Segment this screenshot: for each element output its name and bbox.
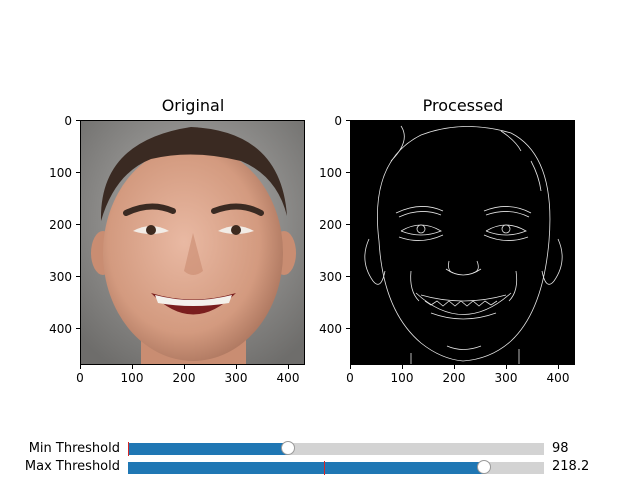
original-xtick-mark — [288, 365, 289, 369]
processed-xtick-mark — [402, 365, 403, 369]
processed-ytick-mark — [346, 120, 350, 121]
processed-xtick-label: 200 — [442, 371, 466, 385]
processed-xtick-label: 100 — [390, 371, 414, 385]
original-ytick-mark — [76, 120, 80, 121]
original-xtick-label: 200 — [172, 371, 196, 385]
original-title: Original — [161, 96, 225, 115]
original-ytick-mark — [76, 224, 80, 225]
min-threshold-handle[interactable] — [281, 441, 296, 455]
max-threshold-handle[interactable] — [476, 460, 491, 474]
processed-ytick-label: 400 — [319, 322, 342, 336]
min-threshold-slider[interactable] — [128, 441, 544, 456]
processed-xtick-mark — [454, 365, 455, 369]
processed-xtick-mark — [350, 365, 351, 369]
max-threshold-slider[interactable] — [128, 460, 544, 475]
processed-xtick-label: 0 — [346, 371, 354, 385]
processed-xtick-label: 300 — [494, 371, 518, 385]
processed-ytick-label: 0 — [334, 114, 342, 128]
original-xtick-mark — [184, 365, 185, 369]
original-xtick-label: 0 — [76, 371, 84, 385]
min-threshold-initial-marker — [128, 442, 129, 456]
original-xtick-mark — [236, 365, 237, 369]
original-ytick-mark — [76, 328, 80, 329]
original-xtick-label: 400 — [276, 371, 300, 385]
original-xtick-mark — [132, 365, 133, 369]
processed-ytick-label: 200 — [319, 218, 342, 232]
original-ytick-label: 400 — [49, 322, 72, 336]
original-face-image — [81, 121, 304, 364]
processed-ytick-mark — [346, 328, 350, 329]
processed-title: Processed — [422, 96, 504, 115]
processed-edge-image — [351, 121, 574, 364]
max-threshold-label: Max Threshold — [24, 459, 120, 474]
processed-image-axes — [350, 120, 575, 365]
processed-ytick-label: 300 — [319, 270, 342, 284]
original-ytick-label: 0 — [64, 114, 72, 128]
max-threshold-fill — [128, 462, 484, 474]
max-threshold-initial-marker — [323, 461, 325, 475]
min-threshold-label: Min Threshold — [28, 441, 120, 456]
max-threshold-value: 218.2 — [552, 459, 590, 474]
min-threshold-value: 98 — [552, 441, 569, 456]
processed-ytick-mark — [346, 172, 350, 173]
original-xtick-mark — [80, 365, 81, 369]
original-ytick-label: 200 — [49, 218, 72, 232]
processed-xtick-mark — [506, 365, 507, 369]
processed-ytick-label: 100 — [319, 166, 342, 180]
processed-ytick-mark — [346, 276, 350, 277]
processed-ytick-mark — [346, 224, 350, 225]
original-image-axes — [80, 120, 305, 365]
min-threshold-fill — [128, 443, 289, 455]
processed-xtick-mark — [558, 365, 559, 369]
original-xtick-label: 100 — [120, 371, 144, 385]
processed-xtick-label: 400 — [546, 371, 570, 385]
original-xtick-label: 300 — [224, 371, 248, 385]
original-ytick-mark — [76, 172, 80, 173]
original-ytick-mark — [76, 276, 80, 277]
original-ytick-label: 100 — [49, 166, 72, 180]
original-ytick-label: 300 — [49, 270, 72, 284]
